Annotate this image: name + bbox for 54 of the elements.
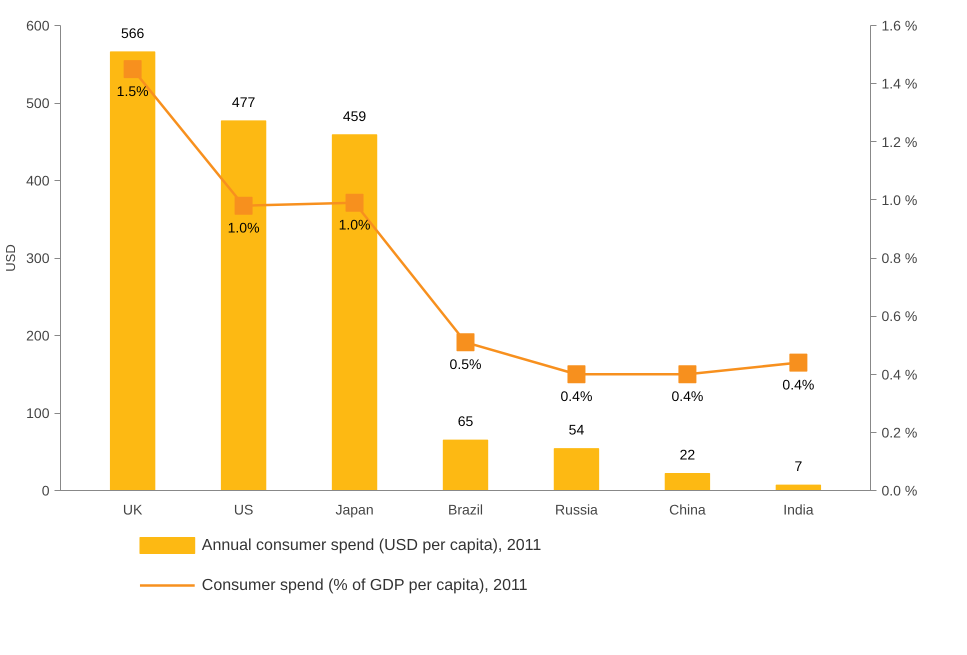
y2-tick-label: 1.0 %	[882, 192, 918, 208]
data-label: 0.4%	[560, 388, 592, 404]
data-label: 54	[568, 422, 584, 438]
data-label: 0.4%	[782, 376, 814, 393]
x-tick-label: Japan	[335, 502, 374, 518]
y2-tick-label: 0.0 %	[882, 482, 918, 498]
bar	[554, 448, 600, 490]
x-tick-label: India	[783, 502, 814, 518]
data-label: 566	[120, 24, 145, 41]
y2-tick-label: 1.2 %	[882, 134, 918, 150]
data-label: 459	[342, 108, 366, 124]
data-label: 7	[794, 458, 802, 474]
y-tick-label: 600	[26, 18, 50, 34]
y2-tick-label: 0.8 %	[882, 250, 918, 266]
x-tick-label: Brazil	[448, 502, 484, 518]
y-tick-label: 400	[26, 172, 50, 188]
point	[456, 333, 474, 352]
x-tick-label: US	[234, 502, 254, 518]
y-tick-label: 300	[26, 250, 50, 266]
y-tick-label: 0	[42, 482, 50, 498]
data-label: 65	[458, 413, 474, 430]
bar	[776, 484, 822, 490]
y-tick-label: 200	[26, 328, 50, 344]
data-label: 22	[680, 446, 696, 462]
y2-tick-label: 0.4 %	[882, 366, 918, 382]
data-label: 0.5%	[450, 356, 482, 372]
point	[789, 354, 808, 372]
y-axis-title: USD	[3, 244, 18, 272]
legend-label: Annual consumer spend (USD per capita), 2011	[202, 537, 542, 554]
y2-tick-label: 0.6 %	[882, 308, 918, 324]
point	[567, 365, 586, 384]
bar	[220, 120, 266, 490]
x-tick-label: China	[669, 502, 706, 518]
y-tick-label: 500	[26, 95, 50, 111]
legend-label: Consumer spend (% of GDP per capita), 2011	[202, 577, 528, 594]
bar	[442, 440, 488, 490]
data-label: 1.5%	[116, 83, 149, 100]
data-label: 1.0%	[228, 220, 260, 236]
data-label: 1.0%	[338, 216, 371, 233]
x-tick-label: Russia	[555, 502, 598, 518]
bar	[110, 51, 156, 490]
y2-tick-label: 1.4 %	[882, 76, 918, 92]
point	[234, 196, 253, 215]
y-tick-label: 100	[26, 405, 50, 421]
y2-tick-label: 0.2 %	[882, 424, 918, 440]
data-label: 0.4%	[671, 388, 704, 404]
bar	[332, 134, 378, 490]
data-label: 477	[232, 94, 256, 110]
x-tick-label: UK	[122, 502, 144, 518]
y2-tick-label: 1.6 %	[882, 18, 918, 34]
point	[678, 365, 696, 384]
point	[124, 60, 142, 78]
bar	[664, 472, 710, 490]
point	[346, 194, 364, 212]
